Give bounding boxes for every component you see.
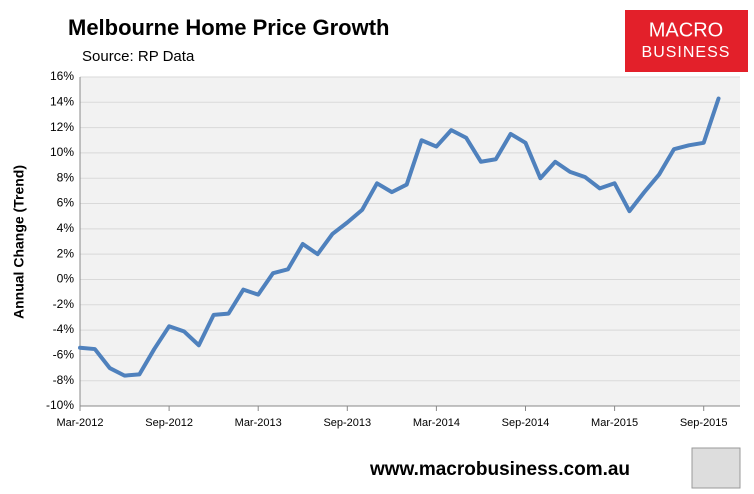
y-tick-label: 4% (57, 221, 75, 235)
plot-area (80, 77, 740, 406)
x-tick-label: Mar-2013 (235, 417, 282, 429)
y-tick-label: 0% (57, 272, 75, 286)
x-tick-label: Sep-2013 (323, 417, 371, 429)
x-tick-label: Mar-2015 (591, 417, 638, 429)
y-axis-label: Annual Change (Trend) (11, 165, 27, 319)
logo (625, 10, 748, 72)
footer: www.macrobusiness.com.au (369, 459, 630, 480)
x-tick-label: Sep-2012 (145, 417, 193, 429)
wolf-icon (691, 447, 741, 489)
y-tick-label: 2% (57, 246, 75, 260)
y-tick-label: -10% (46, 398, 74, 412)
y-tick-label: -4% (53, 322, 75, 336)
x-tick-label: Sep-2015 (680, 417, 728, 429)
y-tick-label: 12% (50, 120, 74, 134)
x-tick-label: Mar-2014 (413, 417, 460, 429)
logo-text: MACRO (649, 19, 723, 41)
chart-title: Melbourne Home Price Growth (68, 15, 390, 40)
y-tick-label: 6% (57, 196, 75, 210)
y-tick-label: 8% (57, 170, 75, 184)
subtitle: Source: RP Data (82, 48, 195, 65)
y-tick-label: -6% (53, 348, 75, 362)
y-tick-label: -2% (53, 297, 75, 311)
x-tick-label: Sep-2014 (502, 417, 550, 429)
y-tick-label: -8% (53, 373, 75, 387)
y-tick-label: 16% (50, 69, 74, 83)
y-tick-label: 10% (50, 145, 74, 159)
x-tick-label: Mar-2012 (56, 417, 103, 429)
line (78, 96, 721, 378)
y-tick-label: 14% (50, 94, 74, 108)
logo-text: BUSINESS (642, 44, 731, 61)
